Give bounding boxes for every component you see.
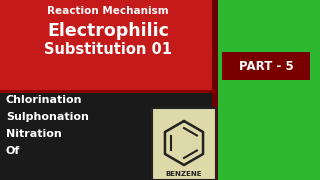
FancyBboxPatch shape (212, 0, 218, 180)
FancyBboxPatch shape (216, 0, 320, 180)
Text: Sulphonation: Sulphonation (6, 112, 89, 122)
Text: Substitution 01: Substitution 01 (44, 42, 172, 57)
FancyBboxPatch shape (0, 92, 216, 180)
Text: Chlorination: Chlorination (6, 95, 83, 105)
Text: PART - 5: PART - 5 (239, 60, 293, 73)
Text: Reaction Mechanism: Reaction Mechanism (47, 6, 169, 16)
FancyBboxPatch shape (222, 52, 310, 80)
Text: Nitration: Nitration (6, 129, 62, 139)
Text: Of: Of (6, 146, 20, 156)
Text: BENZENE: BENZENE (166, 171, 202, 177)
Text: Electrophilic: Electrophilic (47, 22, 169, 40)
FancyBboxPatch shape (0, 90, 216, 93)
FancyBboxPatch shape (152, 108, 216, 180)
